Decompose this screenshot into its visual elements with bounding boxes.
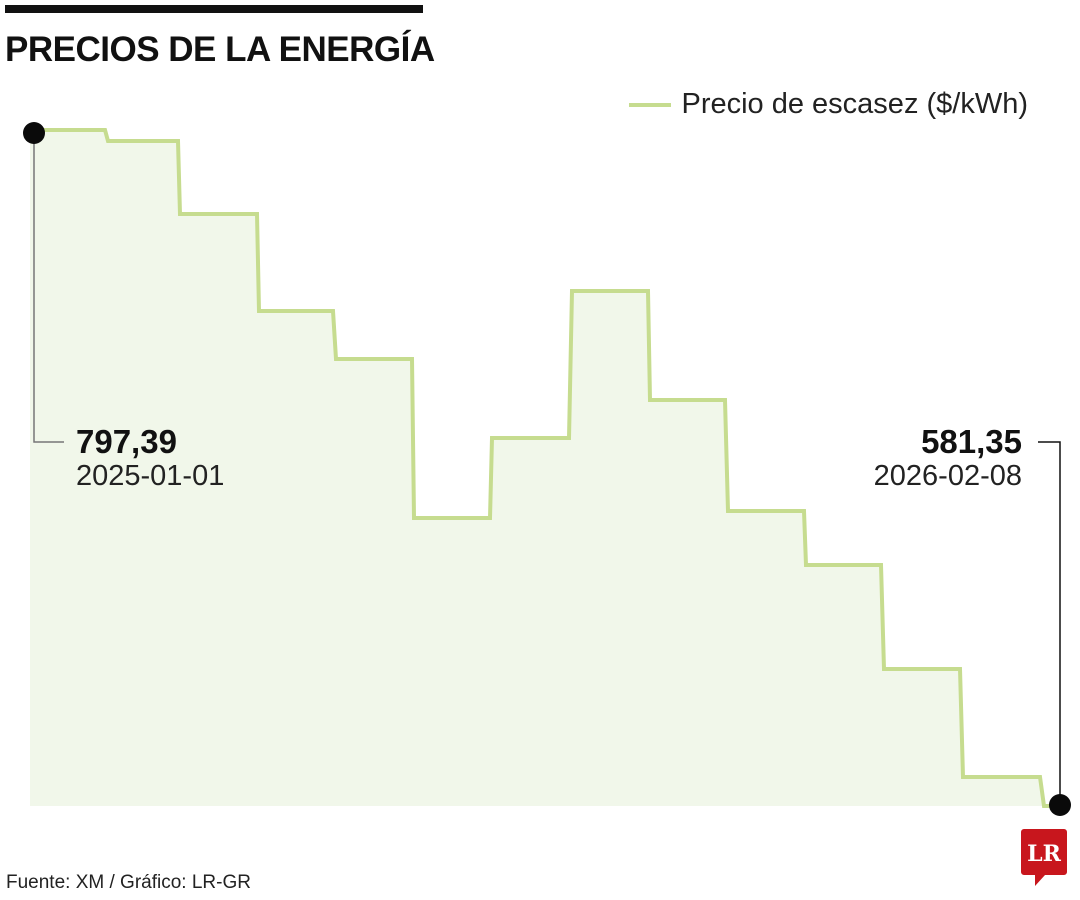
end-value: 581,35	[921, 423, 1022, 460]
logo-text: LR	[1027, 841, 1061, 867]
start-value: 797,39	[76, 423, 177, 460]
source-note: Fuente: XM / Gráfico: LR-GR	[6, 872, 251, 893]
chart-title: PRECIOS DE LA ENERGÍA	[5, 30, 435, 69]
end-date: 2026-02-08	[873, 460, 1022, 492]
area-fill	[30, 130, 1044, 806]
start-annotation: 797,39 2025-01-01	[76, 425, 224, 491]
start-leader-line	[33, 133, 64, 443]
price-line	[35, 128, 1060, 808]
legend: Precio de escasez ($/kWh)	[629, 88, 1028, 121]
legend-swatch-line-icon	[629, 102, 672, 107]
top-rule	[5, 5, 423, 13]
start-marker-icon	[23, 122, 45, 144]
end-marker-icon	[1049, 794, 1071, 816]
lr-logo-icon: LR	[1021, 829, 1067, 886]
end-annotation: 581,35 2026-02-08	[874, 425, 1022, 491]
end-leader-line	[1038, 441, 1061, 805]
legend-label: Precio de escasez ($/kWh)	[681, 88, 1028, 120]
start-date: 2025-01-01	[76, 460, 225, 492]
